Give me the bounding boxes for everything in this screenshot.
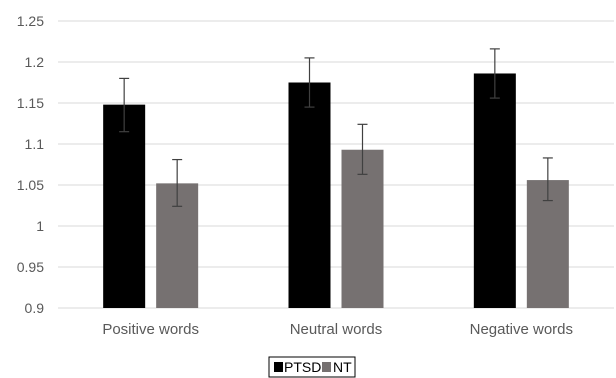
error-bar-nt-1	[357, 123, 368, 175]
y-tick-label: 1.25	[17, 13, 44, 29]
legend-swatch-nt	[322, 362, 331, 372]
y-tick-label: 1.1	[25, 136, 45, 152]
y-tick-label: 1.05	[17, 177, 44, 193]
y-tick-label: 0.9	[25, 300, 45, 316]
x-category-label: Neutral words	[290, 321, 383, 338]
error-bar-nt-0	[172, 158, 183, 207]
y-tick-label: 1.2	[25, 54, 45, 70]
bar-nt-2	[526, 180, 569, 308]
gridlines	[58, 20, 614, 309]
error-bar-ptsd-2	[489, 48, 500, 99]
legend-box	[268, 356, 356, 378]
bar-ptsd-0	[103, 104, 146, 308]
legend-label-nt: NT	[333, 359, 352, 375]
error-bar-ptsd-0	[119, 77, 130, 133]
legend: PTSD NT	[268, 356, 356, 378]
y-axis-tick-labels: 0.9 0.95 1 1.05 1.1 1.15 1.2 1.25	[17, 13, 44, 316]
error-bar-ptsd-1	[304, 57, 315, 108]
bar-ptsd-2	[473, 73, 516, 308]
error-bar-nt-2	[542, 157, 553, 202]
x-axis-category-labels: Positive words Neutral words Negative word…	[102, 321, 573, 338]
bars	[103, 73, 569, 308]
bar-nt-1	[341, 149, 384, 308]
y-tick-label: 0.95	[17, 259, 44, 275]
x-category-label: Positive words	[102, 321, 199, 338]
x-category-label: Negative words	[470, 321, 573, 338]
y-tick-label: 1	[36, 218, 44, 234]
legend-swatch-ptsd	[274, 362, 283, 372]
bar-ptsd-1	[288, 82, 331, 308]
legend-label-ptsd: PTSD	[284, 359, 321, 375]
error-bars	[119, 48, 553, 207]
y-tick-label: 1.15	[17, 95, 44, 111]
